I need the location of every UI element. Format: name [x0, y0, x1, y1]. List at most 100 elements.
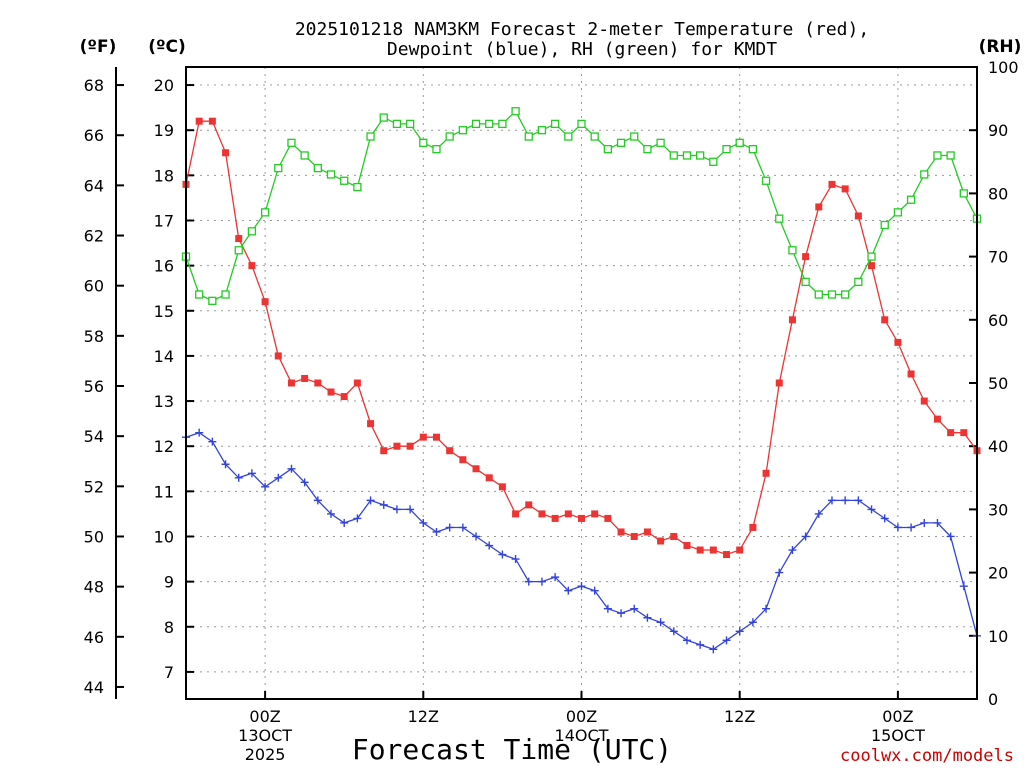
data-point	[709, 546, 717, 554]
data-point	[696, 640, 705, 649]
data-point	[406, 505, 415, 514]
celsius-tick-label: 7	[164, 663, 174, 682]
celsius-tick-label: 19	[154, 121, 174, 140]
data-point	[260, 208, 270, 217]
data-point	[735, 627, 744, 636]
data-point	[880, 514, 889, 523]
data-point	[221, 460, 230, 469]
rh-tick-label: 100	[988, 58, 1019, 77]
fahrenheit-tick-label: 56	[84, 377, 104, 396]
data-point	[353, 514, 362, 523]
data-point	[537, 577, 546, 586]
data-point	[314, 379, 322, 387]
data-point	[669, 627, 678, 636]
fahrenheit-axis-unit: (ºF)	[80, 37, 117, 57]
series-line	[185, 431, 978, 651]
data-point	[577, 582, 586, 591]
celsius-tick-label: 12	[154, 437, 174, 456]
data-point	[564, 510, 572, 518]
fahrenheit-tick-label: 68	[84, 76, 104, 95]
data-point	[723, 551, 731, 559]
series-layer	[181, 107, 982, 654]
data-point	[234, 246, 243, 255]
data-point	[788, 316, 796, 324]
data-point	[300, 478, 309, 487]
celsius-tick-label: 20	[154, 76, 174, 95]
data-point	[564, 132, 573, 141]
data-point	[735, 138, 744, 147]
data-point	[472, 532, 481, 541]
data-point	[485, 474, 493, 482]
rh-tick-label: 90	[988, 121, 1008, 140]
data-point	[498, 483, 506, 491]
data-point	[472, 465, 480, 473]
data-point	[379, 113, 388, 122]
data-point	[367, 420, 375, 428]
data-point	[762, 469, 770, 477]
data-point	[643, 613, 652, 622]
data-point	[907, 370, 915, 378]
celsius-tick-label: 8	[164, 618, 174, 637]
data-point	[287, 379, 295, 387]
data-point	[392, 119, 402, 129]
data-point	[709, 157, 718, 166]
data-point	[538, 510, 546, 518]
data-point	[300, 151, 309, 160]
data-point	[959, 189, 968, 198]
data-point	[366, 132, 375, 141]
series-dewpoint	[182, 428, 981, 654]
data-point	[458, 126, 468, 135]
data-point	[867, 505, 876, 514]
data-point	[749, 523, 757, 531]
fahrenheit-tick-label: 46	[84, 628, 104, 647]
data-point	[195, 428, 204, 437]
chart-title: 2025101218 NAM3KM Forecast 2-meter Tempe…	[295, 19, 869, 40]
data-point	[195, 117, 203, 125]
data-point	[946, 532, 955, 541]
data-point	[893, 523, 902, 532]
data-point	[405, 119, 415, 129]
data-point	[274, 352, 282, 360]
celsius-tick-label: 9	[164, 573, 174, 592]
data-point	[340, 393, 348, 401]
data-point	[682, 636, 691, 645]
data-point	[788, 546, 797, 555]
data-point	[432, 145, 441, 154]
data-point	[947, 429, 955, 437]
data-point	[195, 290, 204, 299]
rh-tick-label: 10	[988, 627, 1008, 646]
data-point	[603, 604, 612, 613]
plot-frame	[185, 66, 978, 700]
x-tick-date: 13OCT	[238, 726, 292, 745]
data-point	[748, 618, 757, 627]
data-point	[458, 523, 467, 532]
data-point	[380, 447, 388, 455]
data-point	[446, 447, 454, 455]
data-point	[881, 316, 889, 324]
celsius-axis-unit: (ºC)	[148, 37, 186, 57]
data-point	[603, 145, 613, 154]
data-point	[313, 496, 322, 505]
data-point	[643, 145, 652, 154]
data-point	[933, 415, 941, 423]
rh-tick-label: 70	[988, 248, 1008, 267]
data-point	[802, 253, 810, 261]
data-point	[445, 132, 454, 141]
data-point	[261, 482, 270, 491]
data-point	[485, 541, 494, 550]
data-point	[762, 604, 771, 613]
data-point	[801, 277, 810, 287]
rh-tick-label: 60	[988, 311, 1008, 330]
data-point	[683, 542, 691, 550]
data-point	[432, 527, 441, 536]
data-point	[287, 138, 296, 147]
celsius-tick-label: 11	[154, 482, 174, 501]
data-point	[670, 532, 678, 540]
data-point	[353, 182, 362, 192]
data-point	[498, 119, 507, 129]
grid	[186, 67, 977, 699]
data-point	[827, 290, 837, 299]
fahrenheit-tick-label: 50	[84, 527, 104, 546]
